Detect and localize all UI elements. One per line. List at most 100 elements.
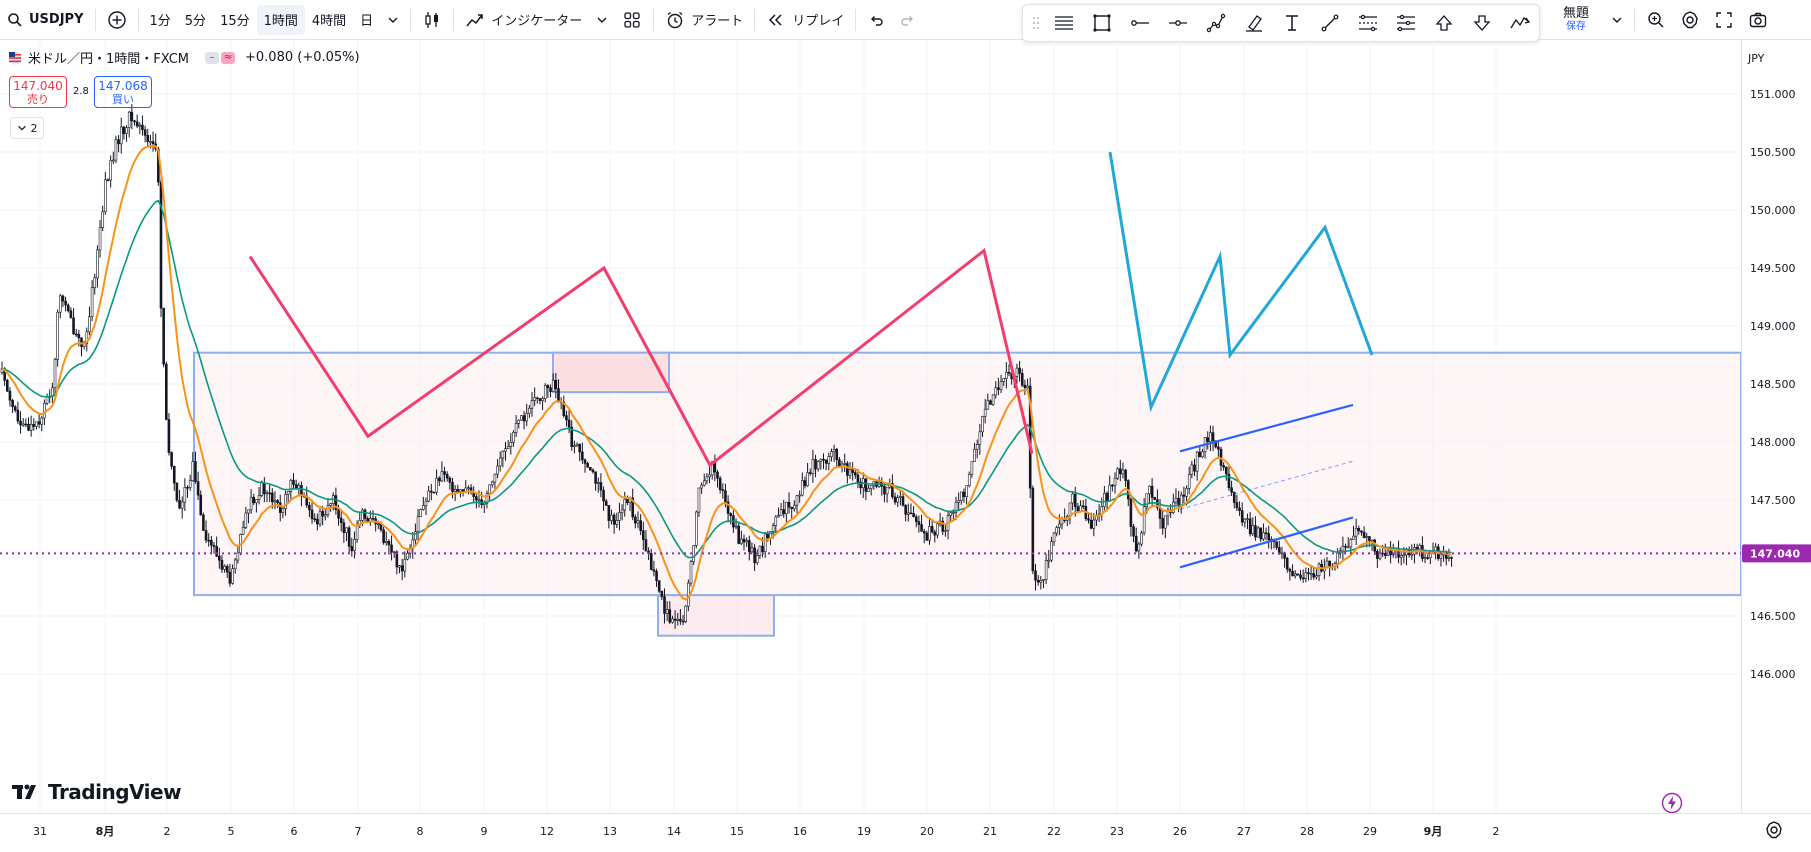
indicators-button[interactable]: インジケーター (458, 5, 589, 35)
candle-up (260, 482, 264, 496)
candle-up (689, 561, 693, 584)
rectangle-tool[interactable] (1083, 8, 1121, 38)
candle-up (1164, 515, 1167, 529)
candle-up (109, 160, 112, 181)
candle-up (1399, 554, 1403, 558)
time-axis[interactable]: 31 8月 2 5 6 7 8 9 12 13 14 15 16 19 20 21 22 23 26 27 28 29 9月… (0, 813, 1811, 847)
candle-down (1368, 536, 1371, 541)
chart-title[interactable]: 米ドル／円・1時間・FXCM (28, 52, 190, 67)
interval-1d[interactable]: 日 (360, 14, 374, 29)
time-tick-label: 27 (1237, 825, 1251, 838)
interval-1h[interactable]: 1時間 (256, 4, 305, 35)
candle-up (1280, 552, 1284, 555)
candle-down (612, 514, 616, 525)
candle-up (700, 484, 703, 489)
candle-up (422, 505, 425, 510)
undo-button[interactable] (860, 5, 892, 35)
fib-extension-tool[interactable] (1387, 8, 1425, 38)
candle-up (1246, 518, 1249, 521)
tradingview-logo[interactable]: TradingView (12, 780, 182, 804)
candle-down (1132, 526, 1135, 537)
candle-down (1232, 492, 1236, 503)
price-chart[interactable] (0, 40, 1741, 813)
time-axis-scale: 31 8月 2 5 6 7 8 9 12 13 14 15 16 19 20 21 22 23 26 27 28 29 9月… (33, 825, 1500, 838)
candle-down (178, 499, 181, 509)
arrow-up-tool[interactable] (1425, 8, 1463, 38)
sell-button[interactable]: 147.040 売り (9, 76, 67, 108)
arrow-down-tool[interactable] (1463, 8, 1501, 38)
trend-line-tool[interactable] (1311, 8, 1349, 38)
elliott-wave-tool[interactable] (1501, 8, 1539, 38)
candle-up (1346, 546, 1350, 549)
highlighter-tool[interactable] (1235, 8, 1273, 38)
candle-down (199, 494, 203, 516)
candle-up (986, 400, 990, 410)
candle-up (236, 552, 240, 561)
candle-down (363, 509, 367, 519)
divider (754, 8, 756, 31)
chart-type-button[interactable] (415, 5, 449, 35)
templates-button[interactable] (615, 5, 649, 35)
price-axis[interactable]: JPY 151.000 150.500 150.000 149.500 149.000 14… (1741, 40, 1811, 813)
candle-down (1285, 557, 1289, 570)
candle-down (557, 388, 560, 403)
horizontal-line-tool[interactable] (1159, 8, 1197, 38)
legend-visibility-toggle[interactable]: – ≈ (205, 51, 236, 64)
quick-search-button[interactable] (1639, 5, 1673, 35)
parallel-channel-tool[interactable] (1349, 8, 1387, 38)
redo-button[interactable] (892, 5, 924, 35)
interval-1m[interactable]: 1分 (149, 14, 171, 29)
candle-up (1402, 554, 1406, 557)
candle-up (899, 496, 902, 498)
interval-5m[interactable]: 5分 (184, 14, 207, 29)
candle-up (482, 502, 486, 505)
candle-up (543, 385, 547, 399)
resistance-box (552, 351, 670, 394)
candle-down (122, 126, 126, 134)
symbol-search[interactable]: USDJPY (0, 5, 91, 35)
candle-up (1190, 464, 1194, 475)
candle-down (186, 487, 189, 489)
candle-down (920, 524, 923, 532)
interval-dropdown[interactable] (380, 5, 406, 35)
current-price-badge (1742, 544, 1811, 563)
news-lightning-button[interactable] (1661, 792, 1683, 818)
candle-down (194, 461, 197, 482)
drag-handle[interactable] (1027, 8, 1045, 38)
indicators-collapse-button[interactable]: 2 (10, 117, 44, 139)
text-tool[interactable] (1273, 8, 1311, 38)
interval-15m[interactable]: 15分 (220, 14, 250, 29)
time-tick-label: 8月 (96, 825, 115, 838)
candle-up (440, 471, 444, 482)
buy-button[interactable]: 147.068 買い (94, 76, 152, 108)
candle-down (1357, 528, 1361, 532)
candle-down (16, 409, 20, 422)
candle-down (141, 124, 144, 130)
chevron-down-icon (1611, 14, 1623, 26)
candle-down (1254, 525, 1257, 538)
alert-button[interactable]: アラート (658, 5, 750, 35)
compare-add-button[interactable] (100, 5, 134, 35)
chart-pane[interactable] (0, 40, 1741, 813)
candle-up (952, 512, 955, 514)
time-tick-label: 23 (1110, 825, 1124, 838)
time-tick-label: 9月 (1424, 825, 1443, 838)
candle-up (785, 501, 788, 515)
snapshot-button[interactable] (1741, 5, 1775, 35)
candle-up (392, 551, 396, 554)
path-tool[interactable] (1197, 8, 1235, 38)
settings-button[interactable] (1673, 5, 1707, 35)
horizontal-ray-tool[interactable] (1121, 8, 1159, 38)
fullscreen-button[interactable] (1707, 5, 1741, 35)
layout-dropdown[interactable] (1604, 5, 1630, 35)
interval-4h[interactable]: 4時間 (311, 14, 347, 29)
replay-button[interactable]: リプレイ (759, 5, 851, 35)
candle-up (1002, 378, 1006, 382)
candle-up (745, 540, 748, 543)
fib-retracement-tool[interactable] (1045, 8, 1083, 38)
candle-up (973, 448, 976, 462)
time-axis-settings-button[interactable] (1764, 820, 1784, 844)
layout-name-button[interactable]: 無題 保存 (1556, 3, 1596, 37)
indicators-dropdown[interactable] (589, 5, 615, 35)
candle-down (997, 387, 1000, 390)
